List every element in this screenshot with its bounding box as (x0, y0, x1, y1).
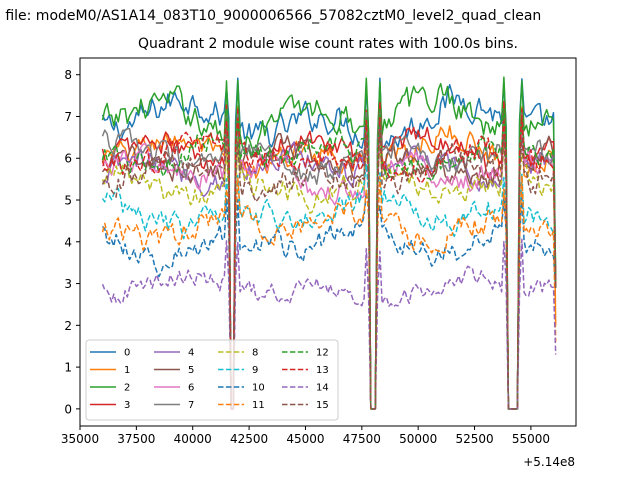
legend-label-0: 0 (124, 348, 130, 359)
x-tick-label: 47500 (343, 432, 381, 446)
series-line-13 (101, 114, 557, 410)
y-tick-label: 0 (64, 402, 72, 416)
series-line-11 (101, 174, 557, 410)
y-tick-label: 7 (64, 110, 72, 124)
legend-label-2: 2 (124, 383, 130, 394)
legend-label-12: 12 (316, 348, 329, 359)
y-tick-label: 1 (64, 361, 72, 375)
legend-label-8: 8 (252, 348, 258, 359)
legend-label-3: 3 (124, 400, 130, 411)
legend-label-15: 15 (316, 400, 329, 411)
y-tick-label: 4 (64, 235, 72, 249)
series-line-12 (101, 108, 557, 410)
y-tick-label: 8 (64, 68, 72, 82)
legend-label-1: 1 (124, 365, 130, 376)
x-tick-label: 37500 (117, 432, 155, 446)
legend-label-11: 11 (252, 400, 265, 411)
y-tick-label: 5 (64, 194, 72, 208)
x-tick-label: 50000 (399, 432, 437, 446)
legend-label-9: 9 (252, 365, 258, 376)
legend-label-14: 14 (316, 383, 329, 394)
series-layer (101, 76, 557, 410)
series-line-1 (101, 105, 557, 410)
x-tick-label: 42500 (230, 432, 268, 446)
x-offset-label: +5.14e8 (523, 455, 575, 469)
series-line-14 (101, 238, 557, 410)
series-line-10 (101, 191, 557, 410)
y-tick-label: 3 (64, 277, 72, 291)
series-line-0 (101, 77, 557, 410)
legend-label-13: 13 (316, 365, 329, 376)
y-tick-label: 2 (64, 319, 72, 333)
x-tick-label: 52500 (455, 432, 493, 446)
x-tick-label: 55000 (512, 432, 550, 446)
series-line-2 (101, 76, 557, 410)
x-tick-label: 40000 (174, 432, 212, 446)
legend-label-5: 5 (188, 365, 194, 376)
x-axis: 35000 37500 40000 42500 45000 47500 50000 52500… (61, 426, 550, 446)
figure-suptitle: n file: modeM0/AS1A14_083T10_9000006566_… (0, 8, 640, 30)
series-line-15 (101, 125, 557, 410)
chart-title: Quadrant 2 module wise count rates with … (138, 36, 518, 52)
series-line-9 (101, 163, 557, 410)
x-tick-label: 45000 (286, 432, 324, 446)
legend-label-10: 10 (252, 383, 265, 394)
legend-label-7: 7 (188, 400, 194, 411)
legend-label-4: 4 (188, 348, 194, 359)
legend-label-6: 6 (188, 383, 194, 394)
legend-box (85, 339, 339, 421)
y-axis: 0 1 2 3 4 5 6 7 8 (64, 68, 80, 416)
series-line-7 (101, 108, 557, 410)
x-tick-label: 35000 (61, 432, 99, 446)
series-line-8 (101, 137, 557, 410)
y-tick-label: 6 (64, 152, 72, 166)
suptitle-text: n file: modeM0/AS1A14_083T10_9000006566_… (0, 8, 542, 24)
